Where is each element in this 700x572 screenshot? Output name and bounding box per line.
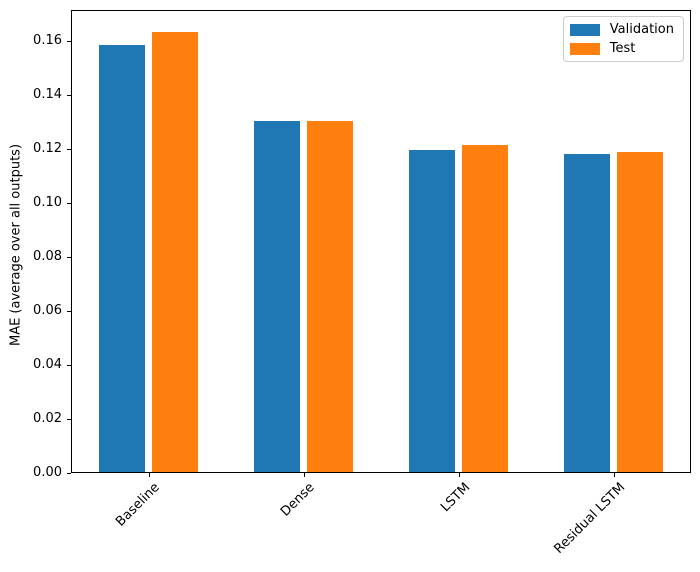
bar-dense-test (306, 121, 354, 472)
x-tick-mark (148, 473, 150, 477)
legend-item-test: Test (569, 41, 674, 56)
y-tick-mark (67, 311, 71, 313)
legend-item-validation: Validation (569, 22, 674, 37)
bar-baseline-test (151, 32, 199, 472)
y-tick-label: 0.12 (33, 141, 62, 157)
bar-dense-validation (253, 121, 301, 472)
bar-residual-lstm-validation (563, 154, 611, 472)
y-tick-label: 0.08 (33, 249, 62, 265)
y-tick-mark (67, 257, 71, 259)
y-tick-label: 0.10 (33, 195, 62, 211)
x-tick-mark (613, 473, 615, 477)
legend-label: Validation (609, 22, 674, 37)
y-tick-mark (67, 365, 71, 367)
legend: Validation Test (562, 16, 684, 62)
y-tick-label: 0.14 (33, 87, 62, 103)
y-tick-label: 0.16 (33, 33, 62, 49)
y-tick-mark (67, 419, 71, 421)
y-tick-label: 0.06 (33, 303, 62, 319)
x-tick-mark (303, 473, 305, 477)
y-tick-label: 0.02 (33, 411, 62, 427)
y-tick-mark (67, 41, 71, 43)
bars-layer (72, 11, 690, 472)
bar-lstm-test (461, 145, 509, 472)
y-tick-mark (67, 149, 71, 151)
y-tick-label: 0.04 (33, 357, 62, 373)
x-tick-mark (458, 473, 460, 477)
y-tick-mark (67, 473, 71, 474)
y-tick-mark (67, 95, 71, 97)
y-tick-label: 0.00 (33, 465, 62, 480)
legend-swatch-test (569, 42, 600, 55)
bar-residual-lstm-test (616, 152, 664, 472)
bar-baseline-validation (98, 45, 146, 472)
legend-label: Test (609, 41, 636, 56)
legend-swatch-validation (569, 23, 600, 36)
bar-lstm-validation (408, 150, 456, 472)
y-axis-label: MAE (average over all outputs) (8, 143, 24, 347)
y-tick-mark (67, 203, 71, 205)
